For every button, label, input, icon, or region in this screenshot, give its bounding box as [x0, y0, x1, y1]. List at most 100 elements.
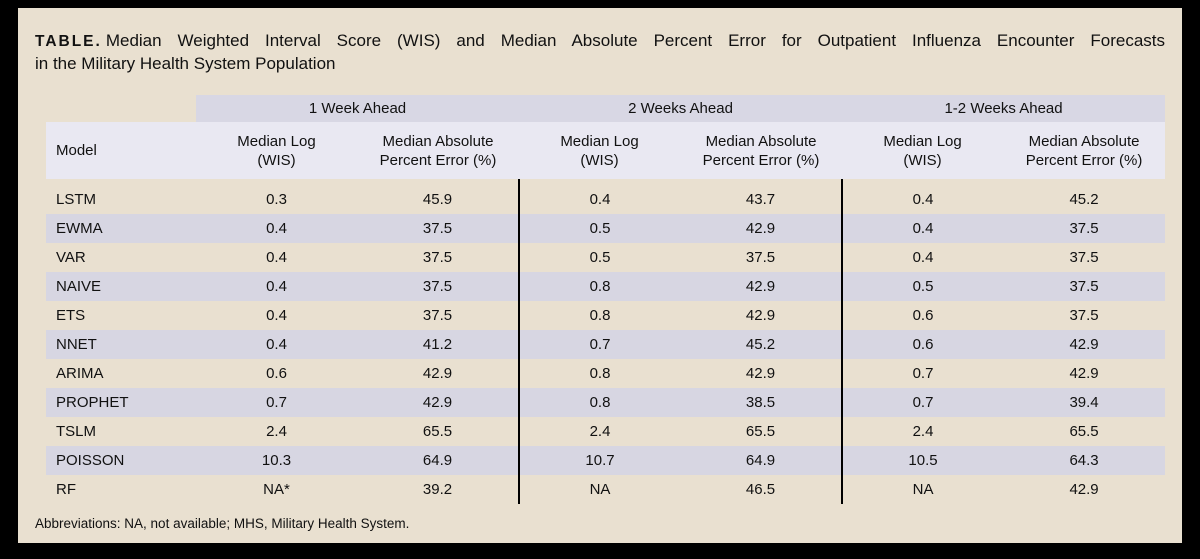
value-cell: 10.5 [841, 446, 1004, 475]
value-cell: 2.4 [518, 417, 681, 446]
group-divider-2 [841, 179, 1004, 185]
model-cell: EWMA [46, 214, 196, 243]
value-cell: 0.7 [841, 388, 1004, 417]
value-cell: 42.9 [1003, 330, 1166, 359]
value-cell: 43.7 [745, 191, 776, 208]
model-cell: NAIVE [46, 272, 196, 301]
table-row-arima: ARIMA 0.6 42.9 0.8 42.9 0.7 42.9 [46, 359, 1165, 388]
column-header-error-1wk: Median Absolute Percent Error (%) [357, 122, 520, 179]
table-title: TABLE. Median Weighted Interval Score (WI… [18, 8, 1182, 75]
results-table: 1 Week Ahead 2 Weeks Ahead 1-2 Weeks Ahe… [46, 95, 1166, 504]
value-cell: 0.4 [518, 185, 681, 214]
value-cell: 65.5 [745, 423, 776, 440]
group-header-2-weeks: 2 Weeks Ahead [519, 95, 843, 122]
model-cell: NNET [46, 330, 196, 359]
column-header-model: Model [46, 122, 196, 179]
model-cell: PROPHET [46, 388, 196, 417]
table-row-poisson: POISSON 10.3 64.9 10.7 64.9 10.5 64.3 [46, 446, 1166, 475]
value-cell: 42.9 [1069, 481, 1099, 498]
value-cell: 0.4 [841, 185, 1004, 214]
value-cell: 41.2 [357, 330, 520, 359]
table-row-nnet: NNET 0.4 41.2 0.7 45.2 0.6 42.9 [46, 330, 1166, 359]
value-cell: 65.5 [1069, 423, 1099, 440]
group-header-1-2-weeks: 1-2 Weeks Ahead [842, 95, 1166, 122]
value-cell: 0.5 [841, 272, 1004, 301]
value-cell: 39.4 [1003, 388, 1166, 417]
value-cell: 37.5 [422, 249, 453, 266]
value-cell: 0.5 [518, 243, 681, 272]
value-cell: 45.2 [680, 330, 843, 359]
value-cell: NA [518, 475, 681, 504]
model-cell: ARIMA [56, 365, 104, 382]
table-row-lstm: LSTM 0.3 45.9 0.4 43.7 0.4 45.2 [46, 185, 1165, 214]
table-row-tslm: TSLM 2.4 65.5 2.4 65.5 2.4 65.5 [46, 417, 1165, 446]
value-cell: NA [841, 475, 1004, 504]
value-cell: 37.5 [1003, 214, 1166, 243]
value-cell: 0.6 [266, 365, 287, 382]
model-cell: RF [56, 481, 76, 498]
value-cell: 42.9 [680, 214, 843, 243]
value-cell: 37.5 [422, 307, 453, 324]
value-cell: 42.9 [680, 272, 843, 301]
value-cell: 64.9 [357, 446, 520, 475]
value-cell: 10.3 [196, 446, 357, 475]
value-cell: 42.9 [1069, 365, 1099, 382]
value-cell: 39.2 [422, 481, 453, 498]
value-cell: 0.7 [518, 330, 681, 359]
table-row-var: VAR 0.4 37.5 0.5 37.5 0.4 37.5 [46, 243, 1165, 272]
value-cell: 0.4 [266, 307, 287, 324]
value-cell: 0.5 [518, 214, 681, 243]
model-cell: VAR [56, 249, 86, 266]
table-title-line2: in the Military Health System Population [35, 54, 336, 73]
value-cell: 65.5 [422, 423, 453, 440]
value-cell: 0.8 [518, 272, 681, 301]
value-cell: 37.5 [745, 249, 776, 266]
value-cell: 46.5 [745, 481, 776, 498]
value-cell: 0.6 [841, 301, 1004, 330]
abbreviations-note: Abbreviations: NA, not available; MHS, M… [35, 516, 410, 531]
value-cell: 37.5 [1003, 272, 1166, 301]
value-cell: 0.8 [518, 388, 681, 417]
value-cell: 42.9 [745, 365, 776, 382]
value-cell: 42.9 [745, 307, 776, 324]
value-cell: 37.5 [1069, 307, 1099, 324]
value-cell: 2.4 [266, 423, 287, 440]
group-divider-1 [518, 179, 681, 185]
value-cell: 45.9 [422, 191, 453, 208]
model-cell: ETS [56, 307, 86, 324]
value-cell: NA* [263, 481, 290, 498]
column-header-row: Model Median Log (WIS) Median Absolute Per… [46, 122, 1166, 179]
value-cell: 0.4 [196, 214, 357, 243]
table-label: TABLE. [35, 33, 102, 50]
value-cell: 64.9 [680, 446, 843, 475]
table-row-ets: ETS 0.4 37.5 0.8 42.9 0.6 37.5 [46, 301, 1165, 330]
value-cell: 45.2 [1069, 191, 1099, 208]
value-cell: 0.6 [841, 330, 1004, 359]
value-cell: 37.5 [357, 272, 520, 301]
column-header-error-2wk: Median Absolute Percent Error (%) [680, 122, 843, 179]
value-cell: 38.5 [680, 388, 843, 417]
table-row-ewma: EWMA 0.4 37.5 0.5 42.9 0.4 37.5 [46, 214, 1166, 243]
model-cell: POISSON [46, 446, 196, 475]
value-cell: 2.4 [841, 417, 1004, 446]
value-cell: 0.4 [196, 272, 357, 301]
value-cell: 42.9 [357, 388, 520, 417]
column-header-wis-1-2wk: Median Log (WIS) [842, 122, 1004, 179]
value-cell: 0.4 [841, 214, 1004, 243]
value-cell: 37.5 [1069, 249, 1099, 266]
table-row-prophet: PROPHET 0.7 42.9 0.8 38.5 0.7 39.4 [46, 388, 1166, 417]
value-cell: 0.4 [196, 330, 357, 359]
group-header-spacer [46, 95, 196, 122]
value-cell: 0.4 [266, 249, 287, 266]
model-cell: LSTM [56, 191, 97, 208]
table-row-rf: RF NA* 39.2 NA 46.5 NA 42.9 [46, 475, 1165, 504]
table-title-line1: TABLE. Median Weighted Interval Score (WI… [35, 30, 1165, 53]
value-cell: 0.3 [266, 191, 287, 208]
value-cell: 0.7 [841, 359, 1004, 388]
group-header-row: 1 Week Ahead 2 Weeks Ahead 1-2 Weeks Ahe… [46, 95, 1166, 122]
value-cell: 0.8 [518, 359, 681, 388]
group-header-1-week: 1 Week Ahead [196, 95, 520, 122]
value-cell: 64.3 [1003, 446, 1166, 475]
table-title-text: Median Weighted Interval Score (WIS) and… [105, 31, 1165, 50]
value-cell: 0.8 [518, 301, 681, 330]
